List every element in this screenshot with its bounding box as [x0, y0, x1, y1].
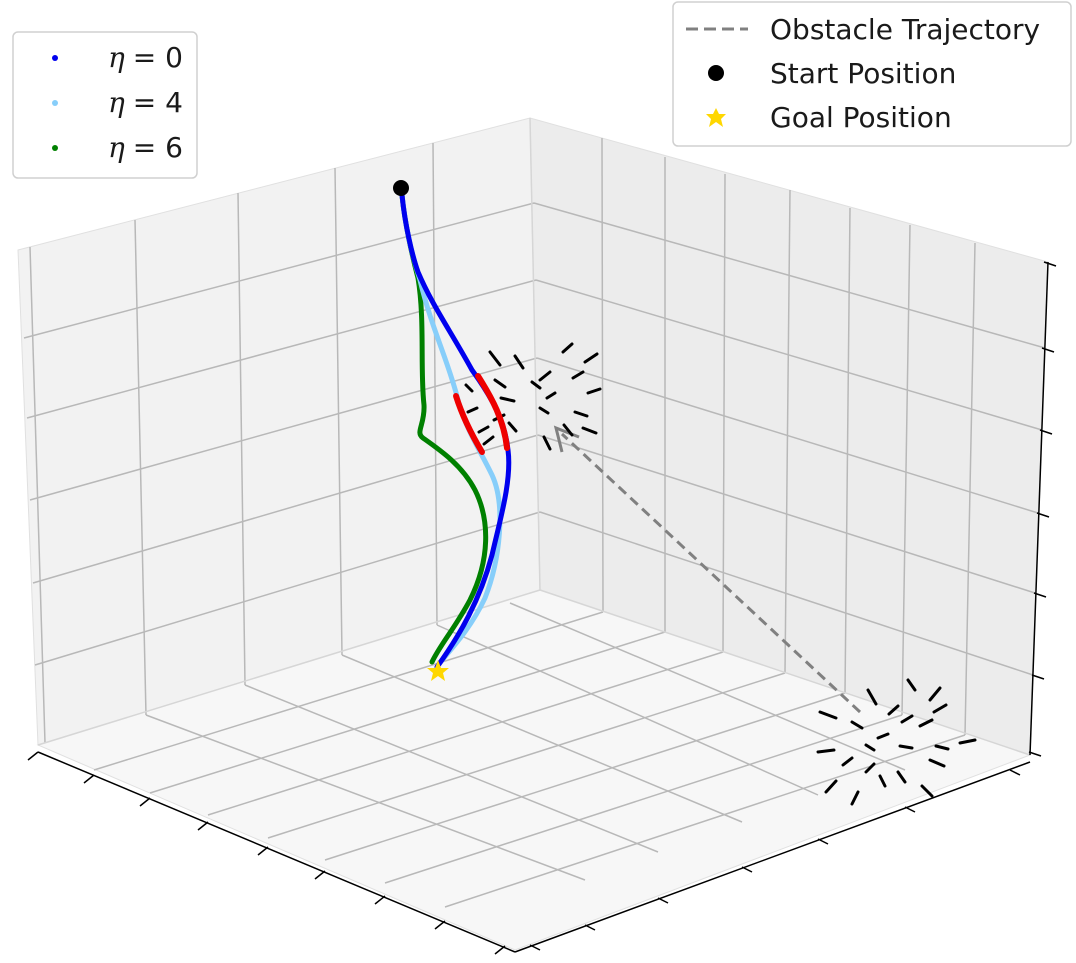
- legend-eta-4-marker: [52, 100, 58, 106]
- legend-eta: η = 0 η = 4 η = 6: [12, 31, 198, 179]
- axis-lines: [37, 261, 1049, 953]
- trajectory-eta-4-near-obstacle: [453, 393, 485, 455]
- obstacle-arrows-lower: [816, 678, 977, 806]
- legend-eta-6-marker: [52, 145, 58, 151]
- legend-goal-label: Goal Position: [770, 101, 952, 134]
- gridlines: [23, 137, 1046, 908]
- legend-eta-0-label: η = 0: [108, 41, 183, 74]
- legend-eta-6-label: η = 6: [108, 131, 183, 164]
- legend-markers: Obstacle Trajectory Start Position Goal …: [672, 1, 1072, 147]
- start-marker: [393, 180, 409, 196]
- legend-start-marker: [708, 65, 724, 81]
- legend-eta-0-marker: [52, 55, 58, 61]
- legend-eta-box: [12, 31, 198, 179]
- goal-marker: [427, 660, 449, 681]
- obstacle-trajectory-line: [560, 432, 862, 714]
- axis-ticks: [27, 261, 1057, 955]
- trajectory-eta-0-near-obstacle: [475, 373, 510, 451]
- pane-edges: [37, 117, 1031, 756]
- legend-goal-marker: [706, 108, 726, 127]
- legend-obstacle-trajectory-label: Obstacle Trajectory: [770, 13, 1040, 46]
- legend-start-label: Start Position: [770, 57, 956, 90]
- legend-markers-box: [672, 1, 1072, 147]
- legend-eta-4-label: η = 4: [108, 86, 183, 119]
